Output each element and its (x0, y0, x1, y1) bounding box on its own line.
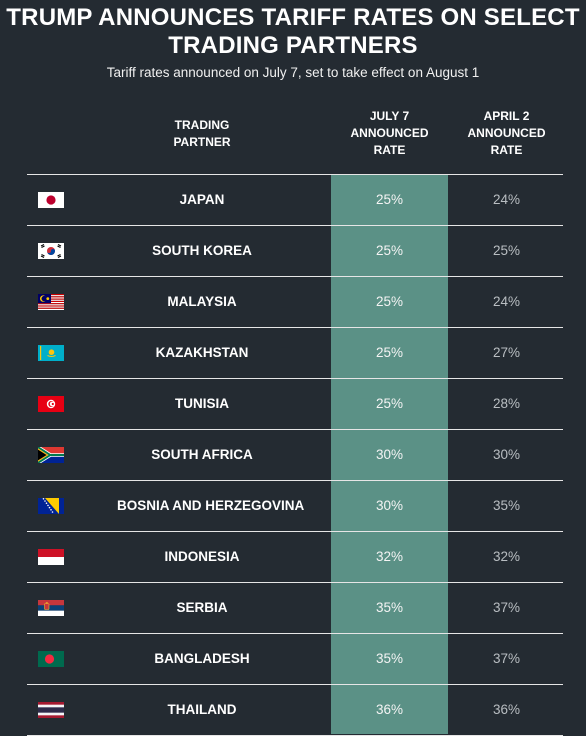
april-rate-value: 37% (492, 651, 521, 666)
chart-subtitle: Tariff rates announced on July 7, set to… (106, 65, 480, 80)
tunisia-flag-icon (38, 396, 64, 412)
table-row: SERBIA 35% 37% (27, 582, 563, 633)
table-row: TUNISIA 25% 28% (27, 378, 563, 429)
july-rate-value: 25% (375, 396, 404, 411)
partner-name: JAPAN (179, 192, 225, 207)
april-rate-value: 37% (492, 600, 521, 615)
header-trading-partner: TRADING PARTNER (173, 118, 231, 149)
table-row: KAZAKHSTAN 25% 27% (27, 327, 563, 378)
april-rate-value: 32% (492, 549, 521, 564)
japan-flag-icon (38, 192, 64, 208)
partner-name: BANGLADESH (154, 651, 250, 666)
indonesia-flag-icon (38, 549, 64, 565)
april-rate-value: 30% (492, 447, 521, 462)
thailand-flag-icon (38, 702, 64, 718)
malaysia-flag-icon (38, 294, 64, 310)
south-africa-flag-icon (38, 447, 64, 463)
july-rate-value: 32% (375, 549, 404, 564)
july-rate-value: 30% (375, 498, 404, 513)
partner-name: TUNISIA (175, 396, 229, 411)
april-rate-value: 28% (492, 396, 521, 411)
july-rate-value: 30% (375, 447, 404, 462)
table-row: THAILAND 36% 36% (27, 684, 563, 736)
july-rate-value: 25% (375, 192, 404, 207)
april-rate-value: 24% (492, 294, 521, 309)
table-row: MALAYSIA 25% 24% (27, 276, 563, 327)
serbia-flag-icon (38, 600, 64, 616)
april-rate-value: 36% (492, 702, 521, 717)
table-row: SOUTH KOREA 25% 25% (27, 225, 563, 276)
tariff-table: TRADING PARTNER JULY 7 ANNOUNCED RATE AP… (27, 100, 563, 736)
july-rate-value: 35% (375, 600, 404, 615)
bosnia-flag-icon (38, 498, 64, 514)
table-row: INDONESIA 32% 32% (27, 531, 563, 582)
header-july-rate: JULY 7 ANNOUNCED RATE (350, 109, 429, 157)
partner-name: SOUTH KOREA (152, 243, 252, 258)
partner-name: THAILAND (167, 702, 237, 717)
header-april-rate: APRIL 2 ANNOUNCED RATE (467, 109, 546, 157)
april-rate-value: 24% (492, 192, 521, 207)
partner-name: BOSNIA AND HERZEGOVINA (117, 498, 305, 513)
partner-name: KAZAKHSTAN (155, 345, 249, 360)
south-korea-flag-icon (38, 243, 64, 259)
table-row: BOSNIA AND HERZEGOVINA 30% 35% (27, 480, 563, 531)
table-row: JAPAN 25% 24% (27, 174, 563, 225)
table-row: SOUTH AFRICA 30% 30% (27, 429, 563, 480)
partner-name: INDONESIA (164, 549, 240, 564)
july-rate-value: 25% (375, 243, 404, 258)
partner-name: SERBIA (176, 600, 228, 615)
chart-title: TRUMP ANNOUNCES TARIFF RATES ON SELECT T… (6, 4, 580, 59)
july-highlight-column (331, 174, 448, 734)
partner-name: SOUTH AFRICA (151, 447, 253, 462)
july-rate-value: 25% (375, 294, 404, 309)
table-row: BANGLADESH 35% 37% (27, 633, 563, 684)
april-rate-value: 25% (492, 243, 521, 258)
bangladesh-flag-icon (38, 651, 64, 667)
april-rate-value: 35% (492, 498, 521, 513)
table-body: JAPAN 25% 24% SOUTH KOREA 25% 25% MALAYSIA 25% 2… (27, 174, 563, 736)
table-header: TRADING PARTNER JULY 7 ANNOUNCED RATE AP… (27, 100, 563, 174)
july-rate-value: 36% (375, 702, 404, 717)
july-rate-value: 35% (375, 651, 404, 666)
kazakhstan-flag-icon (38, 345, 64, 361)
april-rate-value: 27% (492, 345, 521, 360)
july-rate-value: 25% (375, 345, 404, 360)
partner-name: MALAYSIA (167, 294, 237, 309)
